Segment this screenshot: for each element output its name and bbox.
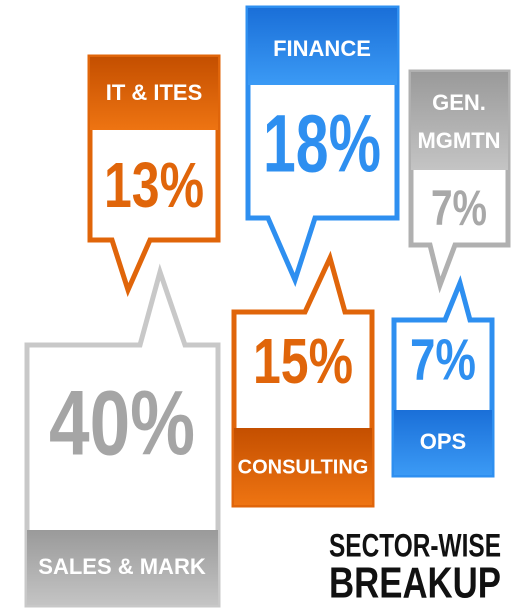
callout-finance: FINANCE 18% (245, 5, 400, 288)
callout-label: FINANCE (273, 36, 371, 61)
callout-ops: OPS 7% (391, 275, 495, 478)
callout-value: 40% (49, 372, 195, 474)
callout-header (27, 530, 218, 605)
callout-label: SALES & MARK (38, 554, 206, 579)
callout-value: 7% (410, 327, 476, 392)
callout-gen-mgmtn: GEN. MGMTN 7% (408, 69, 511, 294)
callout-value: 15% (253, 325, 353, 397)
callout-value: 7% (431, 180, 487, 236)
callout-consulting: CONSULTING 15% (231, 250, 375, 508)
callout-header (411, 72, 508, 170)
callout-header (234, 428, 372, 505)
callout-label: IT & ITES (106, 80, 203, 105)
callout-header (248, 8, 397, 85)
callout-header (394, 410, 492, 475)
callout-label: OPS (420, 429, 466, 454)
callout-header (90, 57, 218, 130)
callout-label: MGMTN (417, 128, 500, 153)
title-line: BREAKUP (329, 559, 501, 608)
callout-label: GEN. (432, 90, 486, 115)
callout-value: 18% (263, 99, 381, 190)
title-line: SECTOR-WISE (329, 527, 501, 563)
callout-it: IT & ITES 13% (87, 54, 221, 298)
callout-sales: SALES & MARK 40% (24, 263, 221, 608)
callout-value: 13% (104, 149, 204, 221)
callout-label: CONSULTING (238, 456, 369, 478)
